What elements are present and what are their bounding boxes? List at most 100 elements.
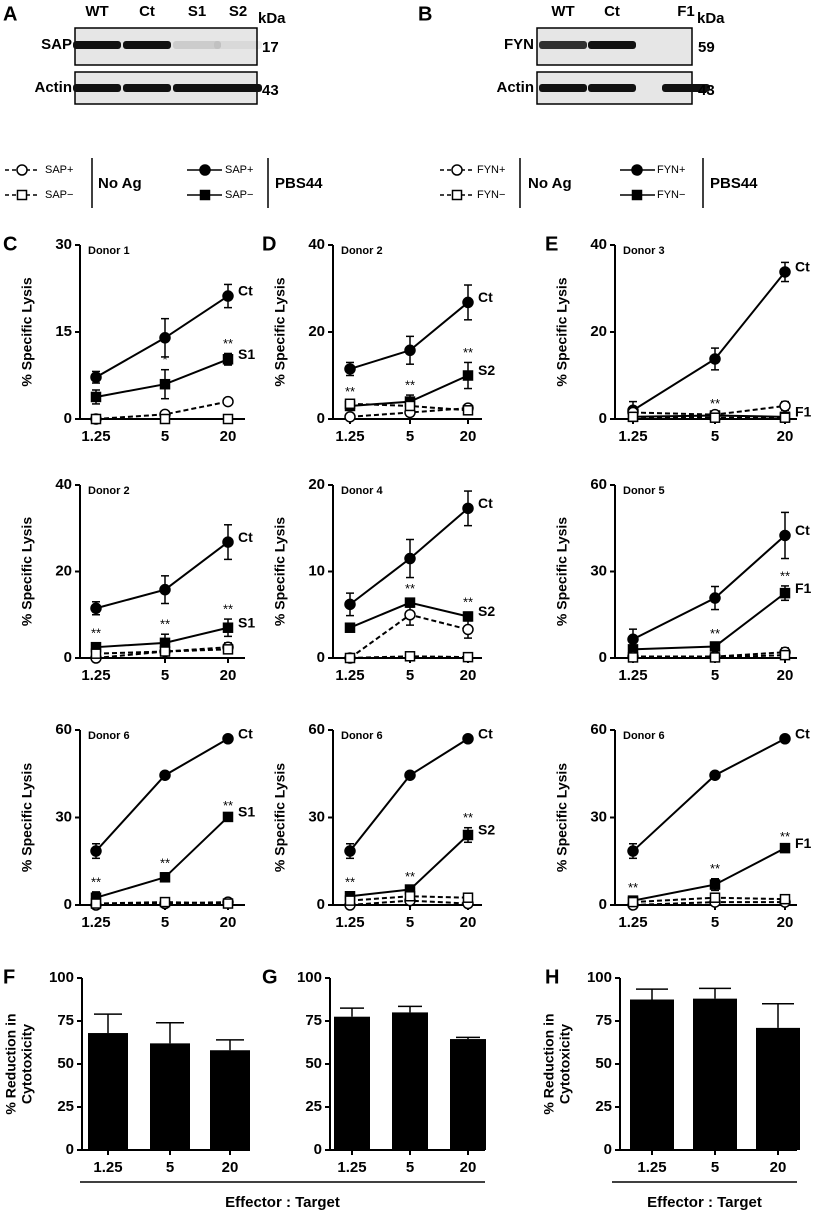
data-point <box>222 644 234 655</box>
y-axis-title: % Specific Lysis <box>19 517 35 626</box>
chart-title: Donor 6 <box>341 730 383 742</box>
significance-mark: ** <box>710 396 720 411</box>
x-tick-label: 20 <box>460 428 477 445</box>
data-point <box>344 598 356 611</box>
data-point <box>159 896 171 908</box>
y-tick-label: 25 <box>305 1098 322 1115</box>
blot-band <box>214 84 262 92</box>
y-tick-label: 0 <box>599 410 607 427</box>
y-tick-label: 30 <box>55 236 72 253</box>
bar <box>210 1050 250 1150</box>
blot-band <box>73 41 121 49</box>
y-axis-title: % Specific Lysis <box>272 517 288 626</box>
y-tick-label: 75 <box>57 1012 74 1029</box>
data-point <box>709 892 721 903</box>
legend-entry: FYN+ <box>477 164 505 176</box>
significance-mark: ** <box>463 810 473 825</box>
data-point <box>779 893 791 905</box>
significance-mark: ** <box>463 345 473 360</box>
y-axis-title: % Specific Lysis <box>554 517 570 626</box>
legend-entry: FYN− <box>477 189 505 201</box>
y-tick-label: 0 <box>64 649 72 666</box>
data-point <box>462 651 474 663</box>
data-point <box>709 879 721 890</box>
data-point <box>779 587 791 599</box>
y-axis-title: % Specific Lysis <box>19 763 35 872</box>
x-tick-label: 1.25 <box>337 1159 366 1176</box>
y-tick-label: 50 <box>595 1055 612 1072</box>
y-tick-label: 20 <box>308 323 325 340</box>
row-label: Actin <box>35 79 73 96</box>
legend-group: No Ag <box>528 175 572 192</box>
series-label: S1 <box>238 346 255 362</box>
legend-group: PBS44 <box>275 175 323 192</box>
series-label: F1 <box>795 580 812 596</box>
x-axis-title: Effector : Target <box>647 1194 762 1211</box>
data-point <box>222 413 234 425</box>
data-point <box>404 609 416 621</box>
blot-band <box>173 84 221 92</box>
y-tick-label: 15 <box>55 323 72 340</box>
series-label: S1 <box>238 804 255 820</box>
series-label: F1 <box>795 835 812 851</box>
kda-label: 59 <box>698 39 715 56</box>
x-tick-label: 20 <box>460 1159 477 1176</box>
series-label: Ct <box>238 725 253 741</box>
x-tick-label: 5 <box>406 667 414 684</box>
x-tick-label: 5 <box>166 1159 174 1176</box>
x-tick-label: 20 <box>460 667 477 684</box>
data-point <box>90 602 102 615</box>
legend-entry: SAP+ <box>45 164 73 176</box>
blot-band <box>123 41 171 49</box>
bar <box>334 1016 370 1150</box>
data-point <box>90 898 102 909</box>
data-point <box>344 363 356 375</box>
y-axis-title: % Specific Lysis <box>554 763 570 872</box>
data-point <box>159 378 171 390</box>
x-tick-label: 1.25 <box>335 914 364 931</box>
kda-label: 43 <box>262 82 279 99</box>
data-point <box>222 622 234 633</box>
data-point <box>779 400 791 412</box>
series-label: Ct <box>478 289 493 305</box>
y-tick-label: 20 <box>308 476 325 493</box>
data-point <box>344 652 356 664</box>
x-tick-label: 1.25 <box>335 667 364 684</box>
data-point <box>159 583 171 596</box>
data-point <box>627 896 639 908</box>
lane-label: WT <box>551 3 574 20</box>
row-label: Actin <box>497 79 535 96</box>
x-tick-label: 5 <box>711 667 719 684</box>
data-point <box>462 611 474 622</box>
y-tick-label: 0 <box>64 410 72 427</box>
data-point <box>90 845 102 857</box>
data-point <box>90 413 102 425</box>
y-tick-label: 60 <box>308 721 325 738</box>
data-point <box>159 872 171 883</box>
legend-marker <box>451 164 463 176</box>
blot-band <box>588 84 636 92</box>
legend-marker <box>631 189 643 201</box>
data-point <box>779 529 791 542</box>
data-point <box>159 646 171 657</box>
series-line <box>632 414 786 418</box>
series-label: Ct <box>795 522 810 538</box>
data-point <box>779 842 791 854</box>
y-tick-label: 75 <box>305 1012 322 1029</box>
significance-mark: ** <box>405 869 415 884</box>
significance-mark: ** <box>160 855 170 870</box>
data-point <box>779 649 791 661</box>
data-point <box>344 895 356 906</box>
x-tick-label: 1.25 <box>618 914 647 931</box>
y-tick-label: 100 <box>49 969 74 986</box>
panel-letter: E <box>545 233 558 255</box>
y-tick-label: 60 <box>590 721 607 738</box>
chart-title: Donor 2 <box>341 245 383 257</box>
x-tick-label: 5 <box>161 667 169 684</box>
y-tick-label: 30 <box>590 562 607 579</box>
y-axis-title: % Reduction in <box>541 1013 557 1114</box>
y-tick-label: 75 <box>595 1012 612 1029</box>
panel-letter: F <box>3 966 15 988</box>
lane-label: Ct <box>604 3 620 20</box>
panel-letter: A <box>3 3 17 25</box>
